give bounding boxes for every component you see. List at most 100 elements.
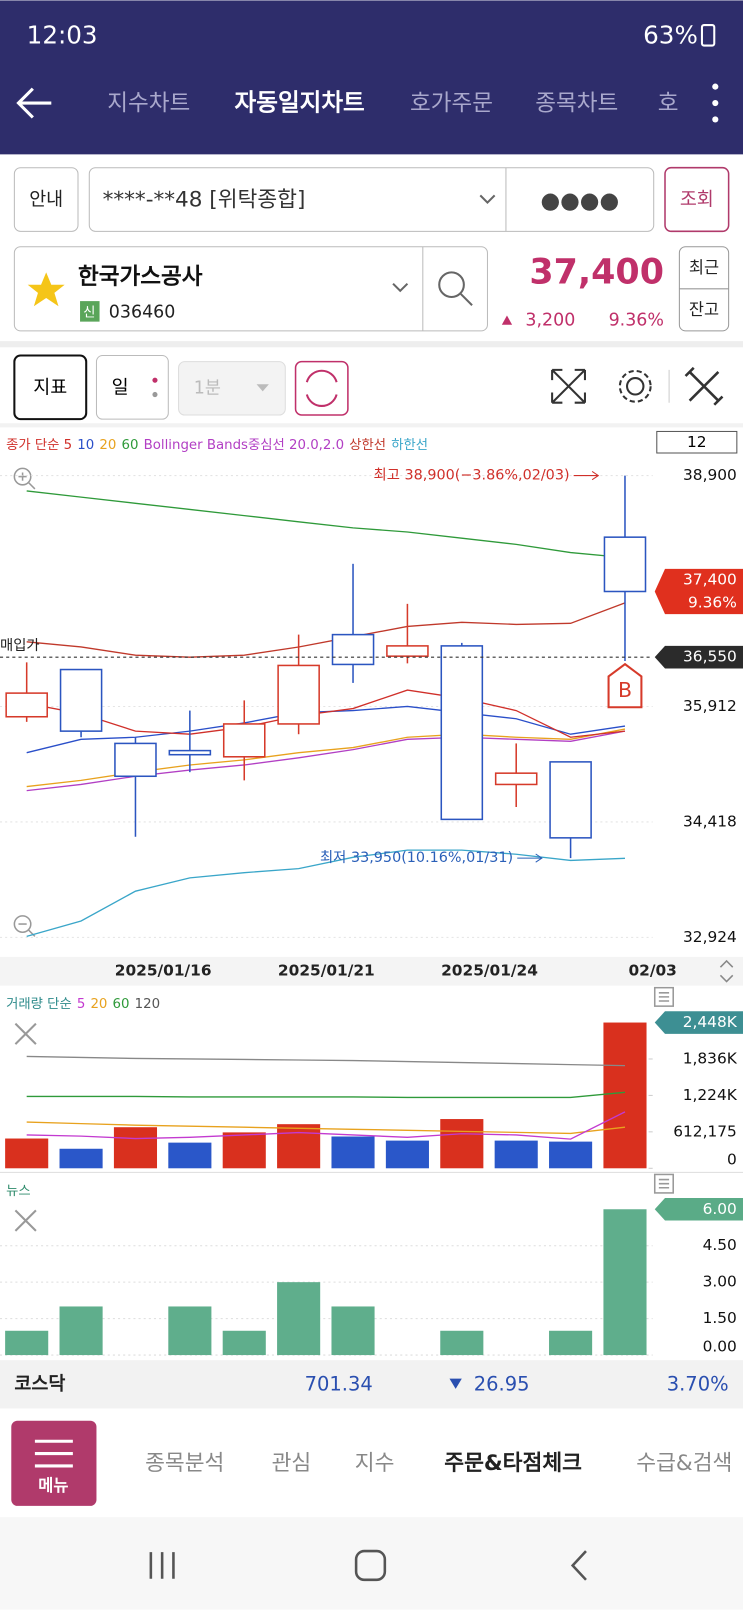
- indicator-line: [26, 849, 626, 938]
- battery-icon: [700, 24, 716, 47]
- bar: [440, 1119, 484, 1169]
- expand-button[interactable]: [551, 368, 586, 404]
- y-tick-label: 0.00: [703, 1337, 737, 1355]
- account-box[interactable]: [88, 167, 655, 232]
- tools-button[interactable]: [684, 366, 724, 406]
- ticker-value: 701.34: [305, 1372, 373, 1395]
- y-tick-label: 35,912: [683, 697, 737, 715]
- stock-code: 036460: [109, 302, 176, 322]
- ticker-name: 코스닥: [14, 1374, 65, 1395]
- current-change-rate: 9.36%: [688, 593, 737, 611]
- x-tick-label: 2025/01/24: [441, 962, 538, 980]
- purchase-label: 매입가: [0, 637, 40, 654]
- signal-marker: [607, 662, 643, 709]
- recent-button[interactable]: 최근: [689, 258, 719, 277]
- ticker-change-rate: 3.70%: [667, 1372, 729, 1395]
- candle-body: [114, 742, 157, 778]
- legend-item: 종가 단순 5: [6, 437, 72, 453]
- panel-menu[interactable]: [653, 986, 674, 1194]
- value-label: 6.00: [703, 1200, 737, 1218]
- balance-button[interactable]: 잔고: [689, 300, 719, 319]
- indicator-line: [26, 689, 626, 738]
- legend-item: 10: [77, 438, 94, 453]
- query-label: 조회: [680, 190, 714, 211]
- search-button[interactable]: [438, 271, 473, 306]
- bar: [331, 1306, 375, 1356]
- system-nav: [0, 1517, 743, 1610]
- charts: 종가 단순 5 10 20 60 Bollinger Bands중심선 20.0,2.0…: [0, 430, 743, 1356]
- header: [0, 0, 743, 155]
- refresh-icon: [305, 369, 338, 407]
- menu-label: 메뉴: [38, 1476, 68, 1495]
- bar: [440, 1330, 484, 1356]
- guide-button[interactable]: [13, 167, 79, 232]
- tab[interactable]: 종목차트: [535, 91, 618, 117]
- ticker-bar: [0, 1360, 743, 1409]
- indicator-line: [26, 1091, 626, 1099]
- legend-item: Bollinger Bands중심선 20.0,2.0: [144, 437, 345, 453]
- nav-item[interactable]: 지수: [355, 1451, 395, 1476]
- indicator-line: [26, 602, 626, 658]
- current-price-tag: [654, 568, 743, 615]
- tab-active[interactable]: 자동일지차트: [235, 89, 365, 117]
- bar: [277, 1124, 321, 1169]
- query-button[interactable]: [664, 166, 730, 233]
- bar: [168, 1142, 212, 1169]
- tab[interactable]: 지수차트: [107, 91, 190, 117]
- bar: [59, 1148, 103, 1169]
- password[interactable]: ●●●●: [540, 188, 619, 214]
- down-icon: [449, 1378, 462, 1389]
- bar: [549, 1330, 593, 1356]
- more-menu[interactable]: [712, 83, 719, 123]
- dropdown-icon: [392, 282, 409, 293]
- refresh-button[interactable]: [294, 360, 349, 416]
- x-tick-label: 2025/01/16: [115, 962, 212, 980]
- minute-select: [178, 361, 286, 416]
- menu-button[interactable]: [11, 1420, 97, 1506]
- zoom-out[interactable]: [13, 915, 36, 937]
- period-label: 일: [112, 377, 129, 398]
- settings-button[interactable]: [618, 369, 652, 403]
- value-label: 2,448K: [683, 1013, 738, 1031]
- dot: [152, 391, 158, 398]
- annotation-arrow: [573, 471, 600, 481]
- close-panel[interactable]: [14, 1209, 37, 1232]
- nav-item[interactable]: 관심: [272, 1451, 312, 1476]
- stock-change: 3,200: [525, 311, 575, 331]
- back[interactable]: [570, 1550, 587, 1581]
- back-button[interactable]: [16, 87, 52, 119]
- close-panel[interactable]: [14, 1022, 37, 1045]
- candle-body: [277, 664, 320, 725]
- indicator-button[interactable]: [13, 354, 88, 421]
- y-tick-label: 4.50: [703, 1236, 737, 1254]
- recent-apps[interactable]: [149, 1552, 175, 1579]
- indicator-line: [26, 1055, 625, 1067]
- bar: [113, 1127, 158, 1169]
- stock-box[interactable]: [13, 246, 488, 332]
- nav-item[interactable]: 종목분석: [145, 1451, 224, 1476]
- candle-body: [5, 692, 48, 718]
- period-button[interactable]: [95, 354, 169, 420]
- y-tick-label: 3.00: [703, 1273, 737, 1291]
- indicator-line: [26, 490, 626, 559]
- separator: [0, 423, 743, 428]
- tab[interactable]: 호: [658, 91, 679, 117]
- bar: [494, 1140, 538, 1169]
- legend-item: 하한선: [391, 437, 428, 453]
- nav-item-active[interactable]: 주문&타점체크: [444, 1451, 582, 1476]
- tab[interactable]: 호가주문: [410, 91, 493, 117]
- nav-item[interactable]: 수급&검색: [636, 1451, 732, 1476]
- home[interactable]: [354, 1549, 387, 1582]
- candle-body: [386, 645, 429, 657]
- candle-body: [222, 723, 266, 758]
- favorite-star[interactable]: [27, 272, 65, 307]
- period: 12: [687, 433, 707, 451]
- candle-body: [331, 633, 375, 666]
- candle-body: [59, 668, 103, 732]
- candle-body: [603, 536, 647, 593]
- annotation: 최고 38,900(−3.86%,02/03): [374, 467, 570, 484]
- zoom-in[interactable]: [13, 467, 36, 490]
- current-price: 37,400: [683, 571, 737, 589]
- legend-item: 60: [113, 997, 130, 1012]
